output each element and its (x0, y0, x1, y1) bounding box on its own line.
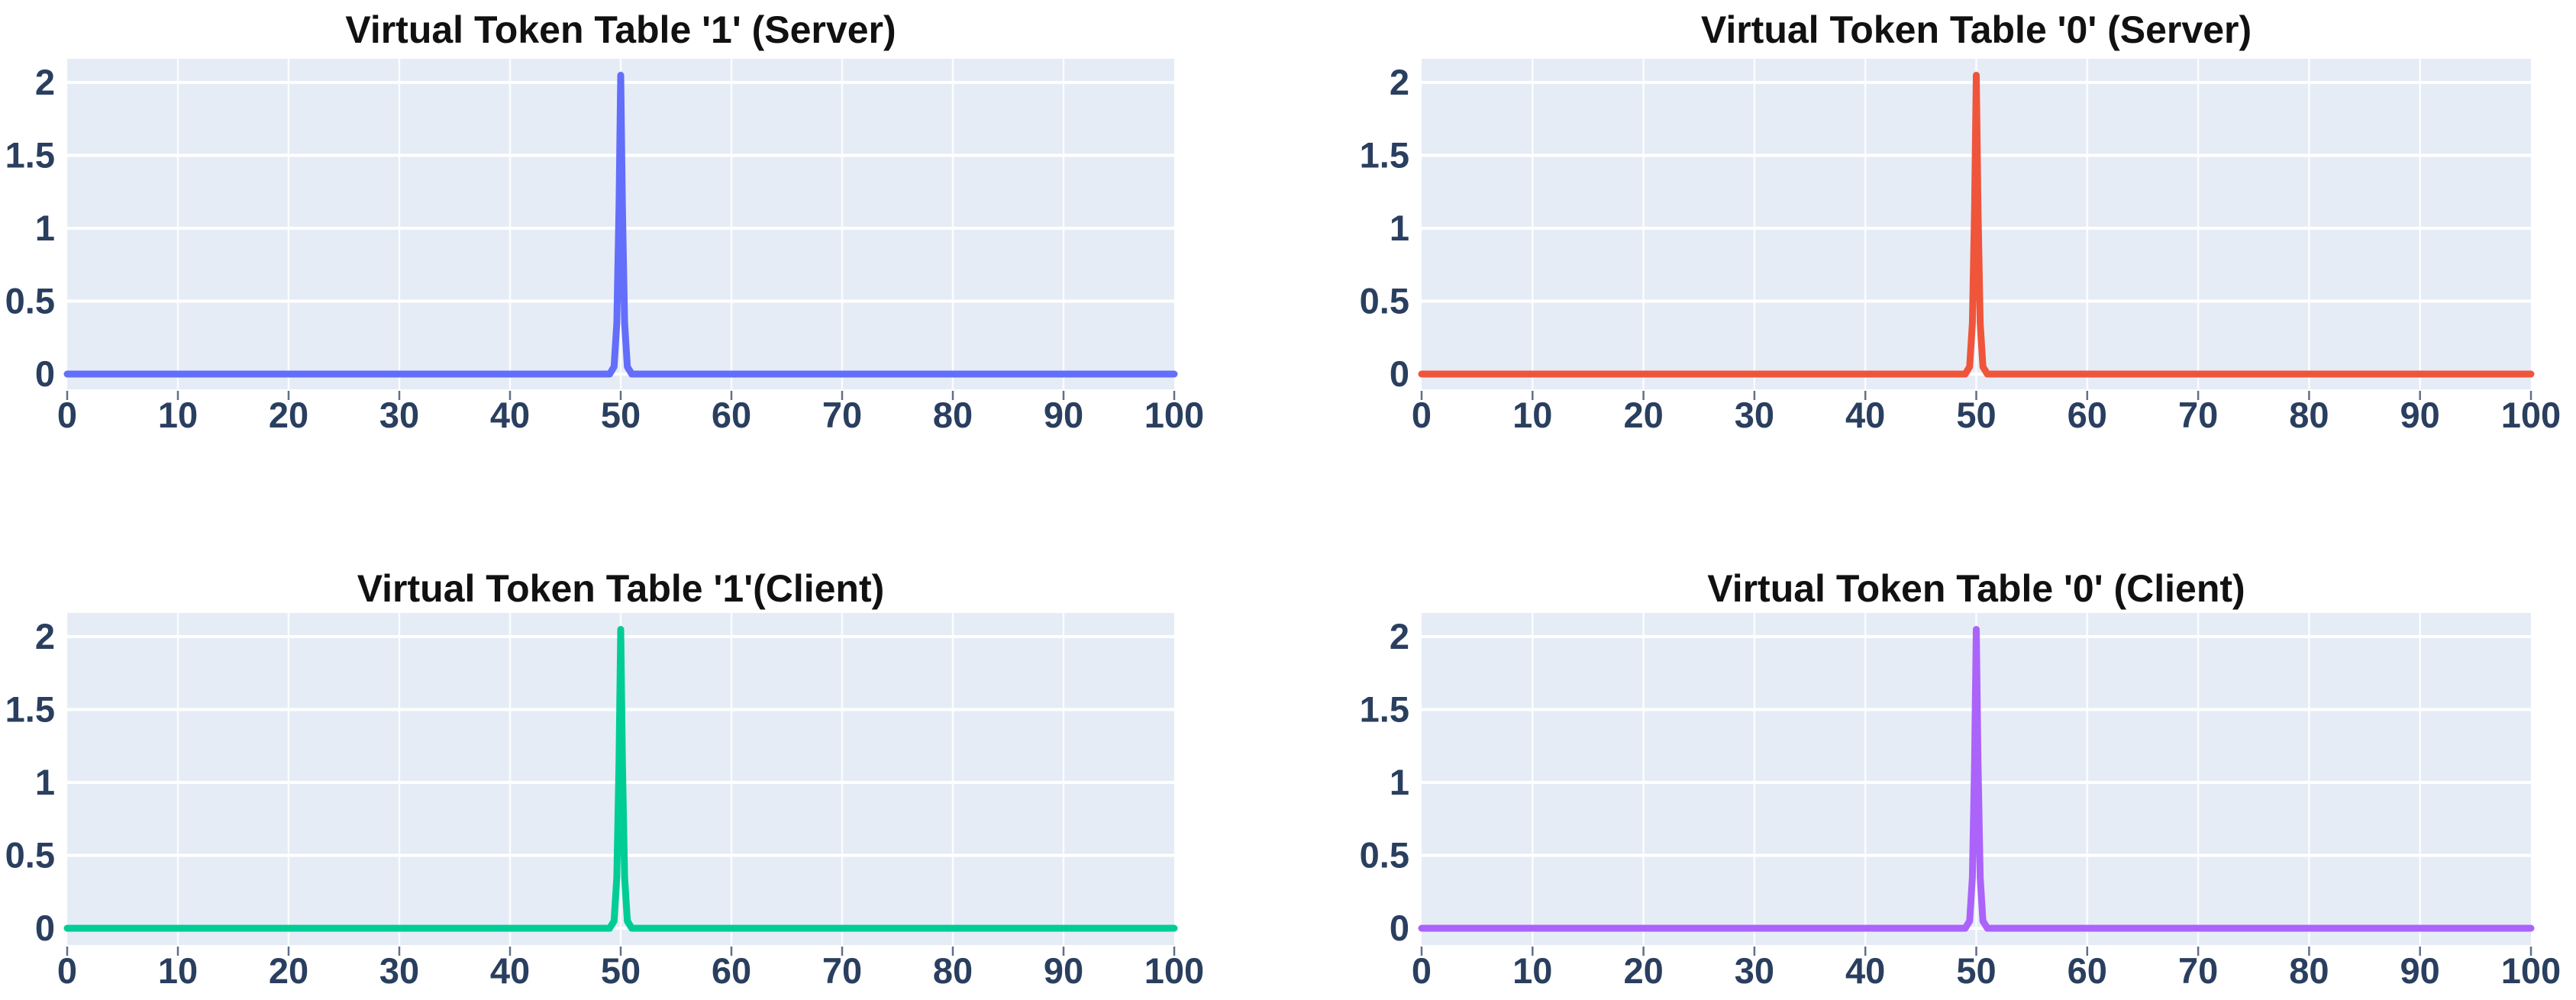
x-tick-label: 20 (1623, 950, 1663, 991)
x-tick-label: 20 (269, 395, 308, 435)
x-tick-label: 100 (1144, 395, 1204, 435)
y-tick-label: 1 (35, 762, 55, 802)
x-tick-label: 80 (2289, 395, 2329, 435)
x-tick-label: 80 (2289, 950, 2329, 991)
subplot-1: 0 10 20 30 40 50 60 70 80 90 100 0 0.5 1 1.5 2 Virtual T… (1360, 8, 2561, 435)
y-tick-label: 1 (1390, 208, 1409, 248)
y-tick-label: 0 (1390, 353, 1409, 394)
chart-title: Virtual Token Table '1' (Server) (345, 8, 896, 51)
x-tick-label: 80 (933, 395, 973, 435)
x-tick-label: 40 (490, 395, 530, 435)
x-tick-label: 30 (379, 950, 419, 991)
x-tick-label: 90 (1044, 950, 1083, 991)
x-tick-label: 90 (1044, 395, 1083, 435)
x-tick-label: 50 (601, 950, 641, 991)
y-tick-label: 1.5 (5, 689, 55, 730)
y-tick-label: 2 (1390, 616, 1409, 656)
y-tick-label: 0.5 (5, 281, 55, 321)
x-tick-label: 60 (2068, 395, 2107, 435)
y-tick-label: 1.5 (1360, 689, 1409, 730)
x-tick-label: 60 (2068, 950, 2107, 991)
x-tick-label: 90 (2400, 395, 2440, 435)
series-line (63, 72, 1178, 378)
series-line (1418, 626, 2535, 932)
x-tick-label: 0 (1412, 395, 1432, 435)
x-tick-label: 20 (269, 950, 308, 991)
x-tick-label: 100 (2501, 395, 2561, 435)
x-tick-label: 30 (1735, 950, 1774, 991)
y-tick-label: 1 (1390, 762, 1409, 802)
y-tick-label: 0 (35, 353, 55, 394)
y-tick-label: 2 (1390, 62, 1409, 102)
x-tick-label: 10 (1512, 950, 1552, 991)
chart-title: Virtual Token Table '0' (Server) (1701, 8, 2252, 51)
x-tick-label: 0 (1412, 950, 1432, 991)
subplot-3: 0 10 20 30 40 50 60 70 80 90 100 0 0.5 1 1.5 2 Virtual T… (1360, 567, 2561, 991)
x-tick-label: 30 (1735, 395, 1774, 435)
x-tick-label: 60 (712, 950, 751, 991)
y-tick-label: 2 (35, 62, 55, 102)
x-tick-label: 10 (1512, 395, 1552, 435)
x-tick-label: 50 (1956, 395, 1996, 435)
x-tick-label: 40 (1845, 395, 1885, 435)
x-tick-label: 10 (158, 950, 198, 991)
subplot-0: 0 10 20 30 40 50 60 70 80 90 100 0 0.5 1 1.5 2 Virtual T… (5, 8, 1205, 435)
x-tick-label: 40 (1845, 950, 1885, 991)
x-tick-label: 70 (822, 950, 862, 991)
x-tick-label: 100 (2501, 950, 2561, 991)
y-tick-label: 1.5 (1360, 135, 1409, 176)
y-tick-label: 0.5 (5, 835, 55, 876)
x-tick-label: 50 (601, 395, 641, 435)
y-tick-label: 0 (35, 908, 55, 948)
chart-title: Virtual Token Table '0' (Client) (1707, 567, 2245, 610)
y-tick-label: 1 (35, 208, 55, 248)
x-tick-label: 70 (822, 395, 862, 435)
x-tick-label: 60 (712, 395, 751, 435)
x-tick-label: 70 (2178, 395, 2218, 435)
x-tick-label: 50 (1956, 950, 1996, 991)
y-tick-label: 0 (1390, 908, 1409, 948)
y-tick-label: 2 (35, 616, 55, 656)
x-tick-label: 90 (2400, 950, 2440, 991)
y-tick-label: 0.5 (1360, 835, 1409, 876)
series-line (63, 626, 1178, 932)
x-tick-label: 20 (1623, 395, 1663, 435)
subplot-2: 0 10 20 30 40 50 60 70 80 90 100 0 0.5 1 1.5 2 Virtual T… (5, 567, 1205, 991)
x-tick-label: 0 (57, 395, 77, 435)
x-tick-label: 30 (379, 395, 419, 435)
y-tick-label: 0.5 (1360, 281, 1409, 321)
chart-title: Virtual Token Table '1'(Client) (357, 567, 885, 610)
y-tick-label: 1.5 (5, 135, 55, 176)
x-tick-label: 10 (158, 395, 198, 435)
x-tick-label: 70 (2178, 950, 2218, 991)
x-tick-label: 80 (933, 950, 973, 991)
x-tick-label: 0 (57, 950, 77, 991)
x-tick-label: 100 (1144, 950, 1204, 991)
x-tick-label: 40 (490, 950, 530, 991)
series-line (1418, 72, 2535, 378)
